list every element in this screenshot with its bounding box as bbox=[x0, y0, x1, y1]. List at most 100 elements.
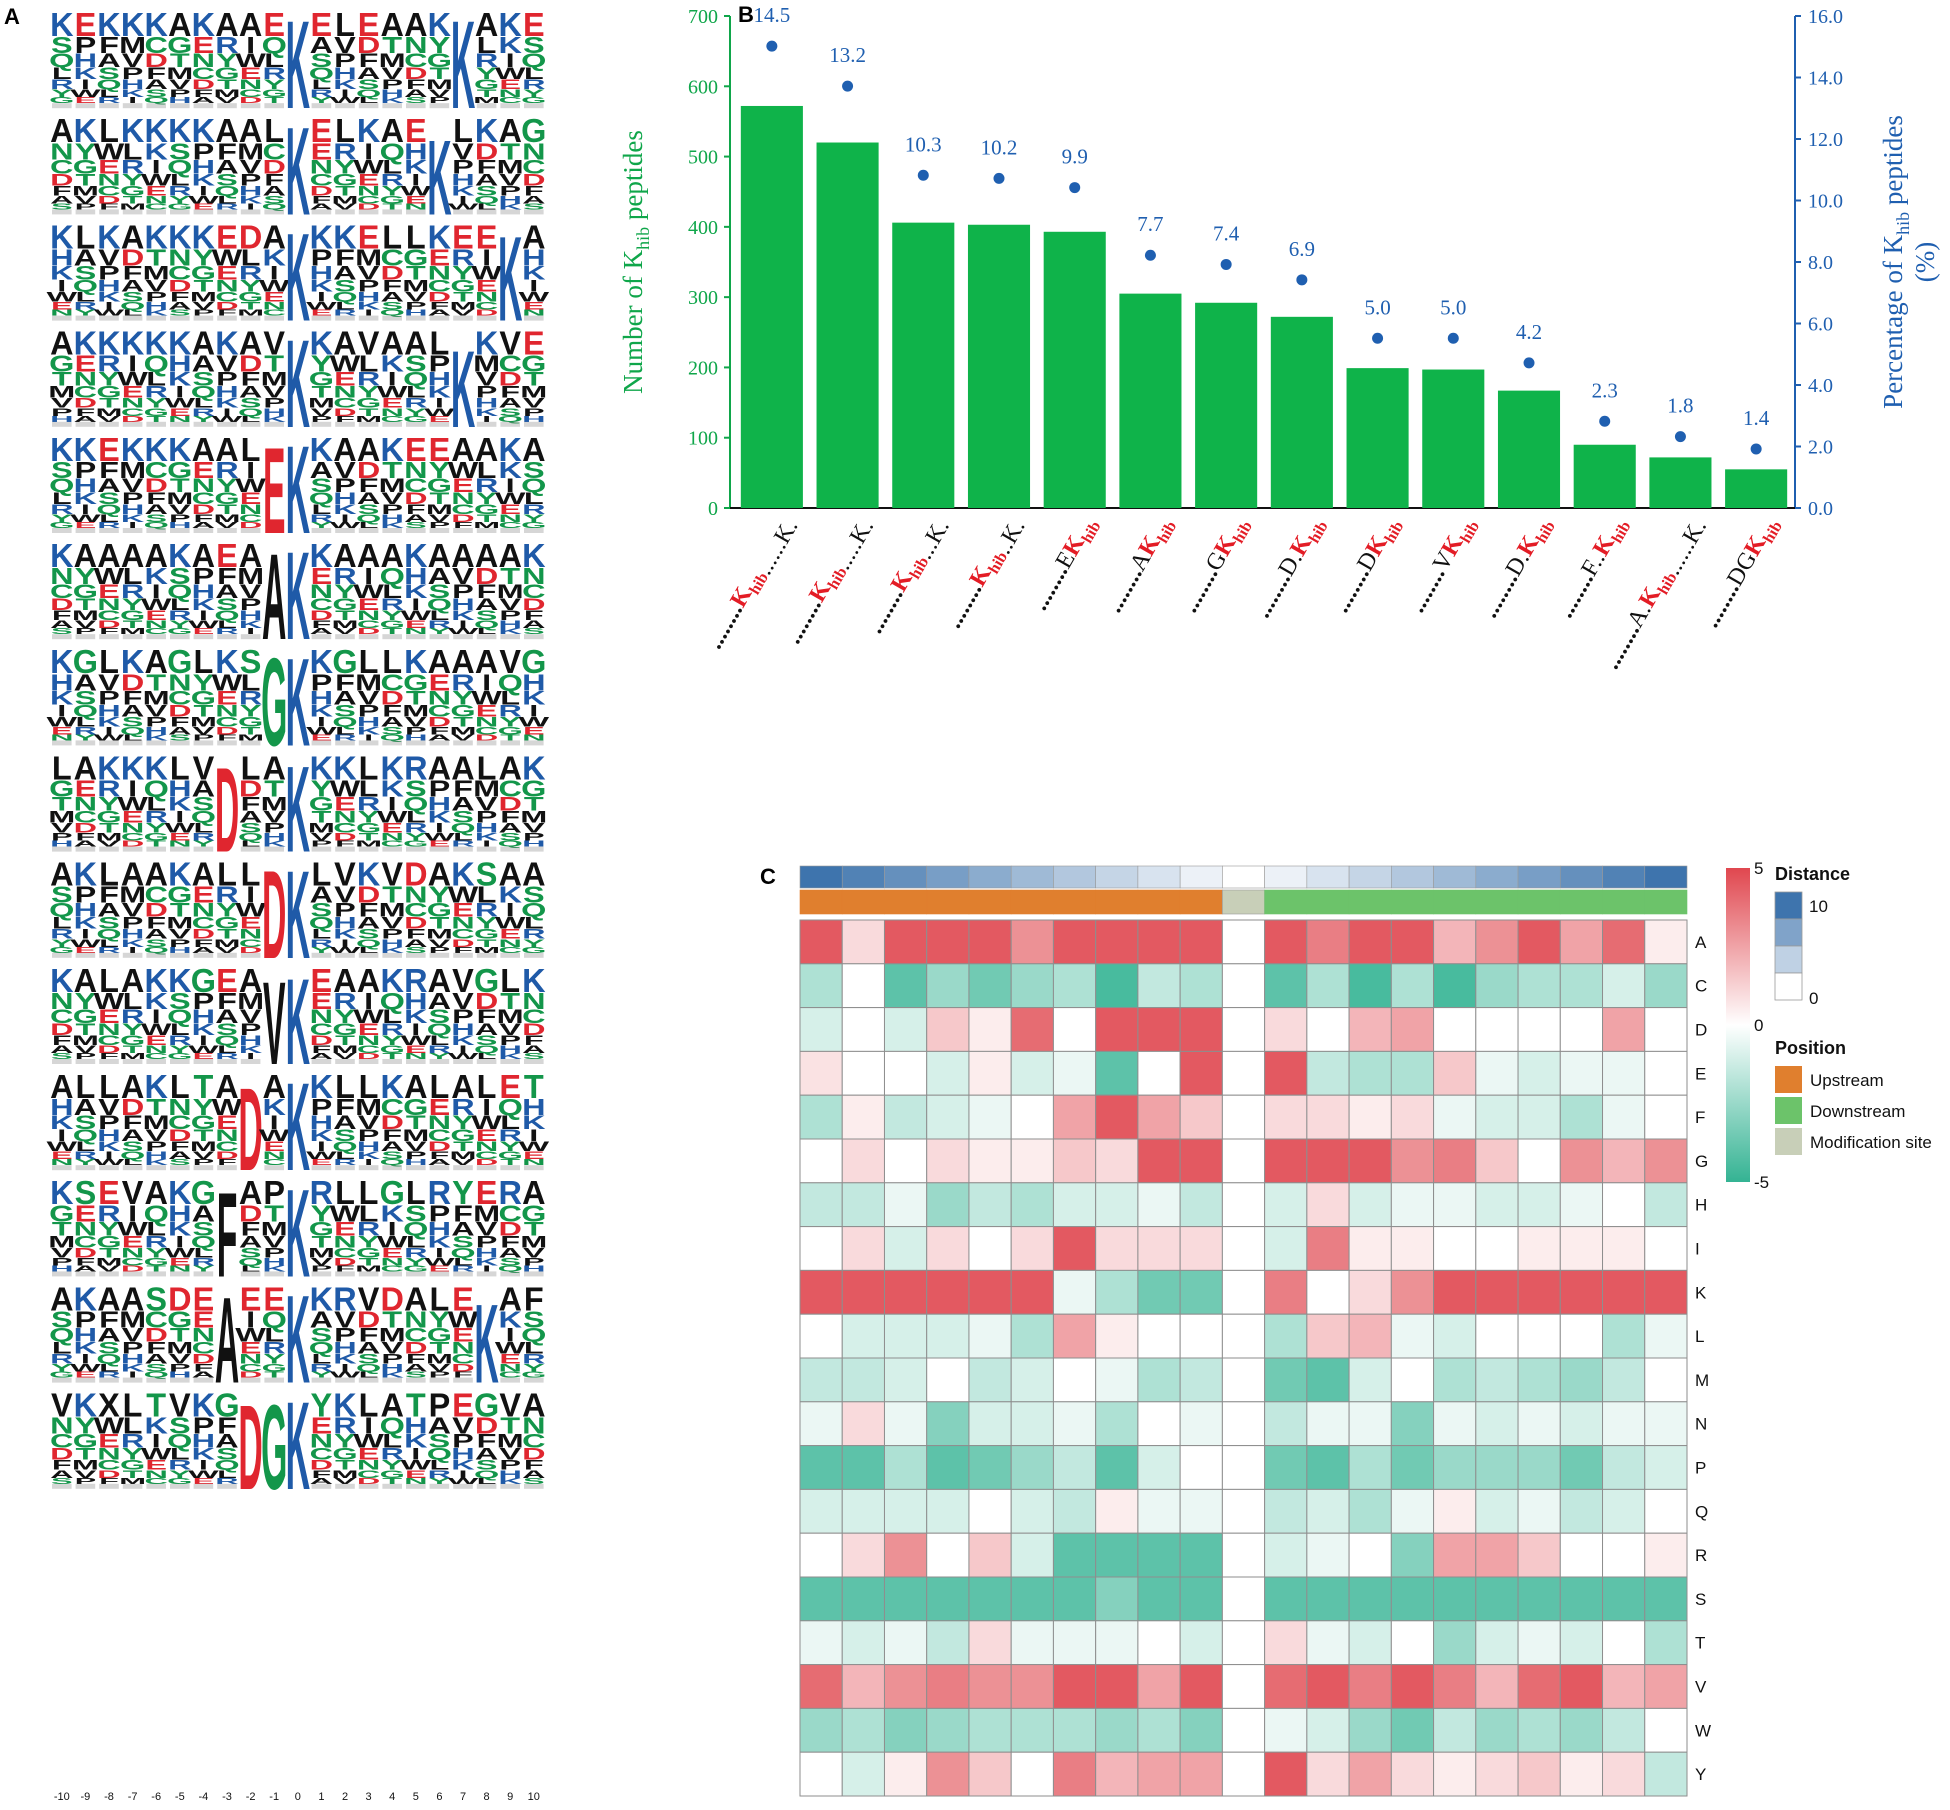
logo-minor-band bbox=[406, 1377, 426, 1383]
heatmap-cell bbox=[1052, 1007, 1097, 1052]
logo-residue: K bbox=[192, 596, 216, 614]
logo-minor-band bbox=[335, 1058, 355, 1064]
logo-residue: C bbox=[192, 490, 215, 508]
logo-minor-band bbox=[170, 103, 190, 109]
logo-residue: S bbox=[98, 915, 120, 933]
logo-residue: V bbox=[75, 194, 97, 206]
logo-minor-band bbox=[75, 952, 96, 958]
logo-residue: L bbox=[359, 96, 379, 105]
heatmap-cell bbox=[1306, 1576, 1350, 1622]
logo-residue: A bbox=[97, 475, 120, 497]
logo-residue: Y bbox=[75, 733, 97, 742]
logo-major-residue: K bbox=[286, 526, 310, 667]
position-annotation-cell bbox=[1137, 889, 1181, 915]
logo-residue: T bbox=[241, 725, 261, 737]
heatmap-cell bbox=[1137, 1226, 1181, 1271]
logo-residue: V bbox=[98, 244, 120, 270]
heatmap-cell bbox=[841, 1226, 885, 1271]
logo-residue: L bbox=[406, 808, 426, 826]
logo-residue: G bbox=[380, 194, 405, 206]
percentage-point bbox=[1220, 258, 1232, 270]
logo-residue: V bbox=[452, 733, 474, 742]
logo-residue: V bbox=[216, 96, 238, 105]
logo-residue: E bbox=[311, 6, 333, 43]
heatmap-cell bbox=[1137, 1401, 1181, 1447]
heatmap-cell bbox=[968, 1007, 1012, 1052]
logo-residue: E bbox=[358, 218, 380, 255]
heatmap-cell bbox=[1348, 1007, 1392, 1052]
heatmap-cell bbox=[1179, 1620, 1223, 1666]
logo-residue: F bbox=[453, 521, 473, 530]
heatmap-cell bbox=[926, 919, 970, 965]
logo-residue: P bbox=[193, 563, 215, 589]
heatmap-cell bbox=[1433, 1182, 1477, 1228]
logo-residue: Y bbox=[193, 840, 215, 849]
logo-residue: M bbox=[261, 368, 288, 390]
logo-residue: A bbox=[522, 855, 545, 892]
logo-minor-band bbox=[217, 634, 237, 640]
logo-major-residue: K bbox=[286, 313, 310, 454]
heatmap-row-label: P bbox=[1695, 1459, 1706, 1478]
logo-residue: T bbox=[477, 937, 497, 949]
logo-minor-band bbox=[453, 315, 473, 321]
heatmap-cell bbox=[1475, 1707, 1519, 1753]
logo-residue: E bbox=[311, 563, 333, 589]
logo-residue: E bbox=[263, 6, 285, 43]
logo-minor-band bbox=[217, 1483, 237, 1489]
position-annotation-cell bbox=[1222, 889, 1265, 915]
heatmap-cell bbox=[968, 1094, 1012, 1140]
heatmap-cell bbox=[1348, 1445, 1392, 1490]
heatmap-cell bbox=[1306, 1707, 1350, 1753]
logo-minor-band bbox=[382, 421, 402, 427]
logo-residue: E bbox=[429, 840, 451, 849]
heatmap-cell bbox=[1306, 1532, 1350, 1578]
heatmap-cell bbox=[1095, 1007, 1139, 1052]
logo-position-label: -6 bbox=[151, 1791, 161, 1803]
heatmap-cell bbox=[1475, 1226, 1519, 1271]
logo-minor-band bbox=[75, 1271, 96, 1277]
heatmap-cell bbox=[1348, 1532, 1392, 1578]
logo-residue: H bbox=[428, 368, 451, 390]
logo-residue: C bbox=[121, 406, 144, 418]
logo-residue: F bbox=[477, 581, 497, 603]
logo-residue: N bbox=[428, 687, 451, 709]
logo-residue: V bbox=[405, 714, 427, 729]
heatmap-cell bbox=[1644, 1357, 1688, 1403]
logo-residue: A bbox=[380, 537, 403, 574]
logo-residue: T bbox=[264, 350, 284, 376]
distance-annotation-cell bbox=[841, 865, 885, 889]
logo-residue: C bbox=[475, 300, 498, 312]
heatmap-cell bbox=[799, 1664, 843, 1709]
logo-minor-band bbox=[99, 1058, 119, 1064]
heatmap-cell bbox=[1221, 1532, 1266, 1578]
logo-position-label: 2 bbox=[342, 1791, 348, 1803]
logo-minor-band bbox=[311, 634, 332, 640]
heatmap-cell bbox=[799, 1532, 843, 1578]
logo-residue: E bbox=[193, 627, 215, 636]
heatmap-cell bbox=[1475, 1007, 1519, 1052]
bar bbox=[1497, 390, 1561, 508]
logo-residue: H bbox=[522, 244, 545, 270]
logo-residue: G bbox=[356, 820, 381, 835]
logo-residue: V bbox=[193, 749, 215, 786]
logo-residue: K bbox=[121, 749, 145, 786]
logo-residue: P bbox=[311, 415, 333, 424]
percentage-label: 1.8 bbox=[1667, 394, 1693, 418]
logo-minor-band bbox=[335, 952, 355, 958]
logo-position-label: -9 bbox=[81, 1791, 91, 1803]
logo-residue: R bbox=[74, 725, 97, 737]
heatmap-cell bbox=[1475, 1488, 1519, 1534]
logo-minor-band bbox=[146, 527, 166, 533]
logo-position-label: 10 bbox=[528, 1791, 540, 1803]
logo-residue: V bbox=[499, 596, 521, 614]
logo-residue: A bbox=[144, 927, 167, 942]
logo-residue: I bbox=[364, 309, 373, 318]
logo-residue: T bbox=[146, 244, 166, 270]
logo-residue: I bbox=[246, 202, 255, 211]
heatmap-cell bbox=[1137, 1620, 1181, 1666]
logo-residue: N bbox=[168, 415, 191, 424]
distance-annotation-cell bbox=[1475, 865, 1519, 889]
logo-residue: M bbox=[166, 915, 193, 933]
heatmap-row-label: K bbox=[1695, 1283, 1707, 1302]
logo-residue: T bbox=[382, 627, 403, 636]
